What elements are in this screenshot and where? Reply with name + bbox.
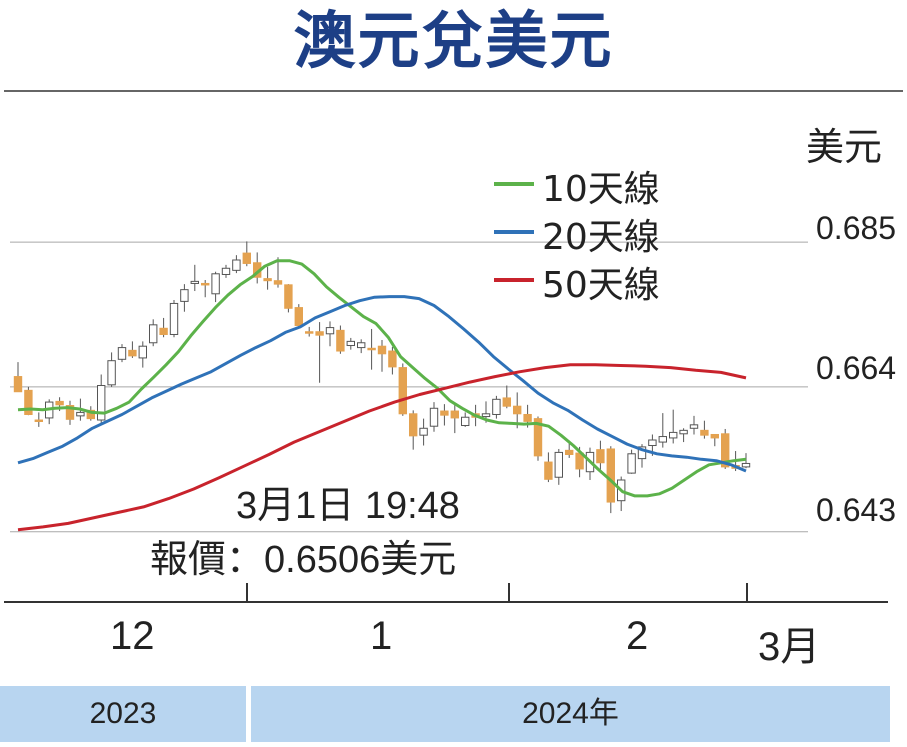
candle-up bbox=[190, 280, 200, 284]
candle-down bbox=[388, 350, 397, 368]
candle-up bbox=[346, 340, 356, 347]
chart-title: 澳元兌美元 bbox=[293, 4, 614, 77]
candle-down bbox=[377, 345, 387, 355]
x-tick-label: 1 bbox=[370, 614, 393, 658]
candle-down bbox=[409, 413, 418, 437]
candle-up bbox=[669, 431, 678, 439]
candle-down bbox=[24, 389, 33, 415]
candle-down bbox=[263, 278, 272, 282]
candle-up bbox=[648, 439, 657, 447]
candle-up bbox=[554, 451, 563, 478]
candle-down bbox=[398, 367, 408, 415]
quote-time: 3月1日 19:48 bbox=[236, 485, 460, 527]
candle-up bbox=[637, 446, 647, 460]
legend-label-ma50: 50天線 bbox=[542, 265, 660, 306]
candle-down bbox=[201, 282, 210, 286]
candle-down bbox=[450, 410, 460, 419]
candle-up bbox=[627, 453, 636, 474]
candle-up bbox=[429, 407, 439, 427]
candle-down bbox=[13, 376, 23, 393]
candle-up bbox=[325, 327, 335, 335]
x-tick-label: 12 bbox=[110, 614, 155, 658]
candle-down bbox=[721, 433, 730, 468]
candle-up bbox=[689, 424, 699, 429]
candle-up bbox=[169, 302, 179, 335]
candle-down bbox=[55, 400, 64, 406]
candle-down bbox=[294, 307, 304, 327]
candle-down bbox=[565, 449, 574, 455]
candle-up bbox=[117, 347, 127, 360]
candle-up bbox=[107, 360, 116, 386]
candle-up bbox=[357, 342, 366, 349]
candle-up bbox=[679, 429, 688, 435]
legend-swatch-ma50 bbox=[494, 278, 534, 282]
y-tick-label: 0.685 bbox=[816, 210, 897, 246]
candle-up bbox=[180, 289, 189, 302]
y-tick-label: 0.643 bbox=[816, 492, 897, 528]
candle-down bbox=[336, 329, 345, 352]
candle-up bbox=[481, 413, 491, 418]
candle-up bbox=[138, 345, 148, 359]
legend-label-ma10: 10天線 bbox=[542, 169, 660, 210]
year-label-2023: 2023 bbox=[0, 686, 246, 742]
candle-down bbox=[367, 347, 376, 351]
candle-down bbox=[523, 413, 532, 422]
candle-down bbox=[65, 405, 75, 420]
candle-up bbox=[419, 427, 428, 436]
candle-up bbox=[221, 267, 231, 275]
ma20-line bbox=[17, 295, 747, 473]
y-axis-unit: 美元 bbox=[806, 125, 883, 169]
candle-down bbox=[242, 252, 252, 264]
candle-up bbox=[97, 385, 106, 421]
candle-down bbox=[86, 409, 95, 420]
candle-down bbox=[700, 429, 709, 436]
candle-down bbox=[159, 327, 168, 335]
candle-down bbox=[533, 418, 543, 457]
candle-down bbox=[34, 419, 43, 422]
legend-label-ma20: 20天線 bbox=[542, 217, 660, 258]
candle-down bbox=[606, 448, 615, 503]
candle-down bbox=[710, 433, 719, 439]
x-tick-label: 3月 bbox=[758, 625, 821, 669]
candle-up bbox=[741, 462, 751, 468]
candle-down bbox=[315, 331, 324, 336]
candle-up bbox=[211, 273, 220, 295]
candle-up bbox=[492, 398, 501, 415]
candle-down bbox=[544, 461, 553, 480]
candle-down bbox=[502, 397, 512, 407]
candle-down bbox=[513, 405, 522, 415]
legend-swatch-ma10 bbox=[494, 182, 534, 186]
candle-up bbox=[76, 411, 85, 417]
legend-swatch-ma20 bbox=[494, 230, 534, 234]
ma50-line bbox=[17, 363, 747, 532]
candle-down bbox=[596, 449, 605, 464]
candle-down bbox=[284, 284, 293, 309]
candle-up bbox=[461, 416, 470, 427]
candle-down bbox=[273, 280, 283, 285]
candle-up bbox=[149, 324, 158, 344]
year-label-2024: 2024年 bbox=[251, 686, 890, 742]
ma10-line bbox=[17, 259, 747, 498]
quote-price: 報價：0.6506美元 bbox=[150, 539, 457, 581]
candle-up bbox=[232, 259, 241, 271]
candle-down bbox=[128, 349, 137, 357]
candle-down bbox=[440, 410, 449, 416]
candle-up bbox=[658, 436, 667, 443]
x-tick-label: 2 bbox=[626, 614, 649, 658]
y-tick-label: 0.664 bbox=[816, 350, 897, 386]
candle-down bbox=[305, 331, 314, 334]
